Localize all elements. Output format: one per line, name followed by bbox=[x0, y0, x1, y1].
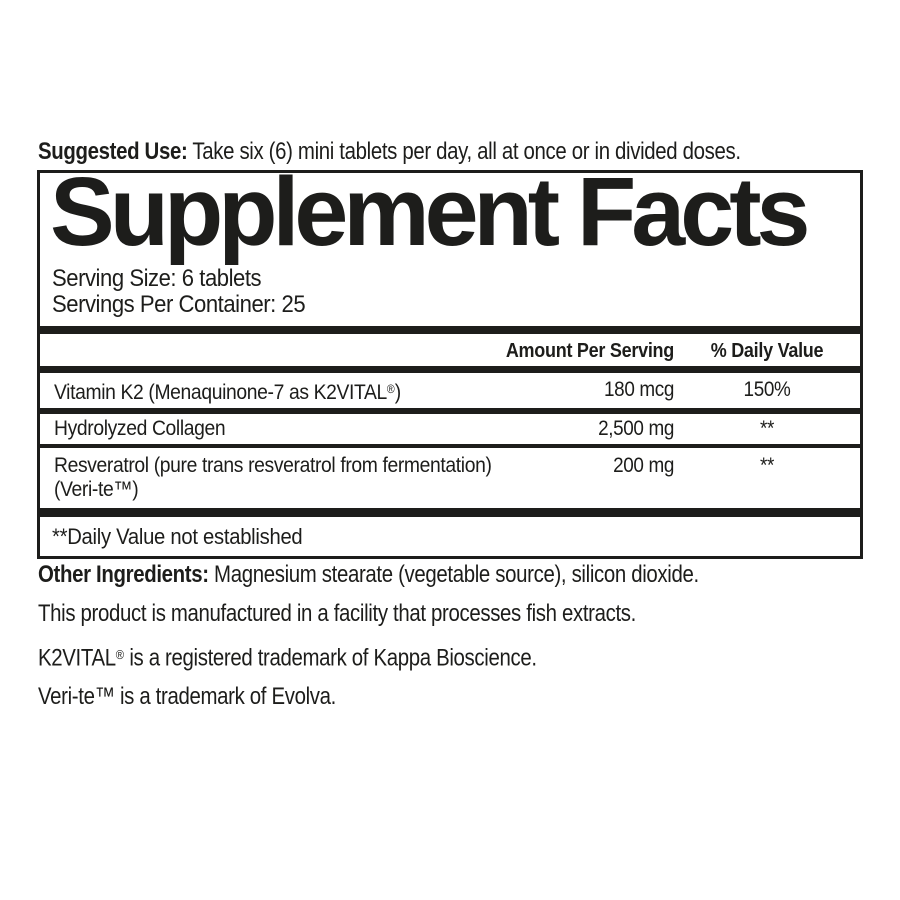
k2vital-trademark-text: is a registered trademark of Kappa Biosc… bbox=[129, 644, 537, 672]
ingredient-name: Resveratrol (pure trans resveratrol from… bbox=[54, 454, 492, 502]
ingredient-name: Vitamin K2 (Menaquinone-7 as K2VITAL®) bbox=[54, 378, 401, 405]
divider-above-footnote bbox=[40, 508, 860, 517]
col-header-amount-per-serving: Amount Per Serving bbox=[505, 340, 674, 362]
suggested-use-text: Take six (6) mini tablets per day, all a… bbox=[192, 138, 741, 165]
k2vital-trademark-note: K2VITAL® is a registered trademark of Ka… bbox=[38, 642, 537, 672]
other-ingredients-note: Other Ingredients: Magnesium stearate (v… bbox=[38, 562, 699, 588]
ingredient-name: Hydrolyzed Collagen bbox=[54, 417, 226, 441]
daily-value-footnote: **Daily Value not established bbox=[52, 524, 303, 549]
ingredient-name-text: Resveratrol (pure trans resveratrol from… bbox=[54, 454, 492, 477]
servings-per-container: Servings Per Container: 25 bbox=[52, 291, 306, 318]
ingredient-daily-value: 150% bbox=[743, 378, 791, 401]
verite-trademark-note: Veri-te™ is a trademark of Evolva. bbox=[38, 683, 336, 710]
divider-below-header bbox=[40, 366, 860, 373]
suggested-use: Suggested Use: Take six (6) mini tablets… bbox=[38, 139, 741, 165]
suggested-use-label: Suggested Use: bbox=[38, 138, 188, 165]
ingredient-amount: 2,500 mg bbox=[598, 417, 674, 440]
divider-row-2 bbox=[40, 444, 860, 448]
col-header-daily-value: % Daily Value bbox=[710, 340, 824, 362]
ingredient-daily-value: ** bbox=[759, 417, 774, 440]
ingredient-name-close: ) bbox=[394, 380, 401, 404]
ingredient-amount: 180 mcg bbox=[604, 378, 674, 401]
divider-row-1 bbox=[40, 408, 860, 414]
ingredient-name-text: Vitamin K2 (Menaquinone-7 as K2VITAL bbox=[54, 380, 387, 404]
registered-mark: ® bbox=[115, 647, 125, 662]
k2vital-name: K2VITAL bbox=[38, 644, 116, 672]
serving-size: Serving Size: 6 tablets bbox=[52, 265, 262, 292]
ingredient-name-line2: (Veri-te™) bbox=[54, 478, 139, 501]
registered-mark: ® bbox=[386, 384, 395, 396]
supplement-facts-panel: Supplement Facts Serving Size: 6 tablets… bbox=[37, 162, 863, 559]
other-ingredients-text: Magnesium stearate (vegetable source), s… bbox=[214, 561, 699, 588]
facility-note: This product is manufactured in a facili… bbox=[38, 600, 637, 627]
panel-title: Supplement Facts bbox=[50, 157, 810, 266]
divider-thick-top bbox=[40, 326, 860, 334]
ingredient-amount: 200 mg bbox=[613, 454, 674, 477]
ingredient-daily-value: ** bbox=[759, 454, 774, 477]
ingredient-name-text: Hydrolyzed Collagen bbox=[54, 417, 226, 440]
other-ingredients-label: Other Ingredients: bbox=[38, 561, 209, 588]
